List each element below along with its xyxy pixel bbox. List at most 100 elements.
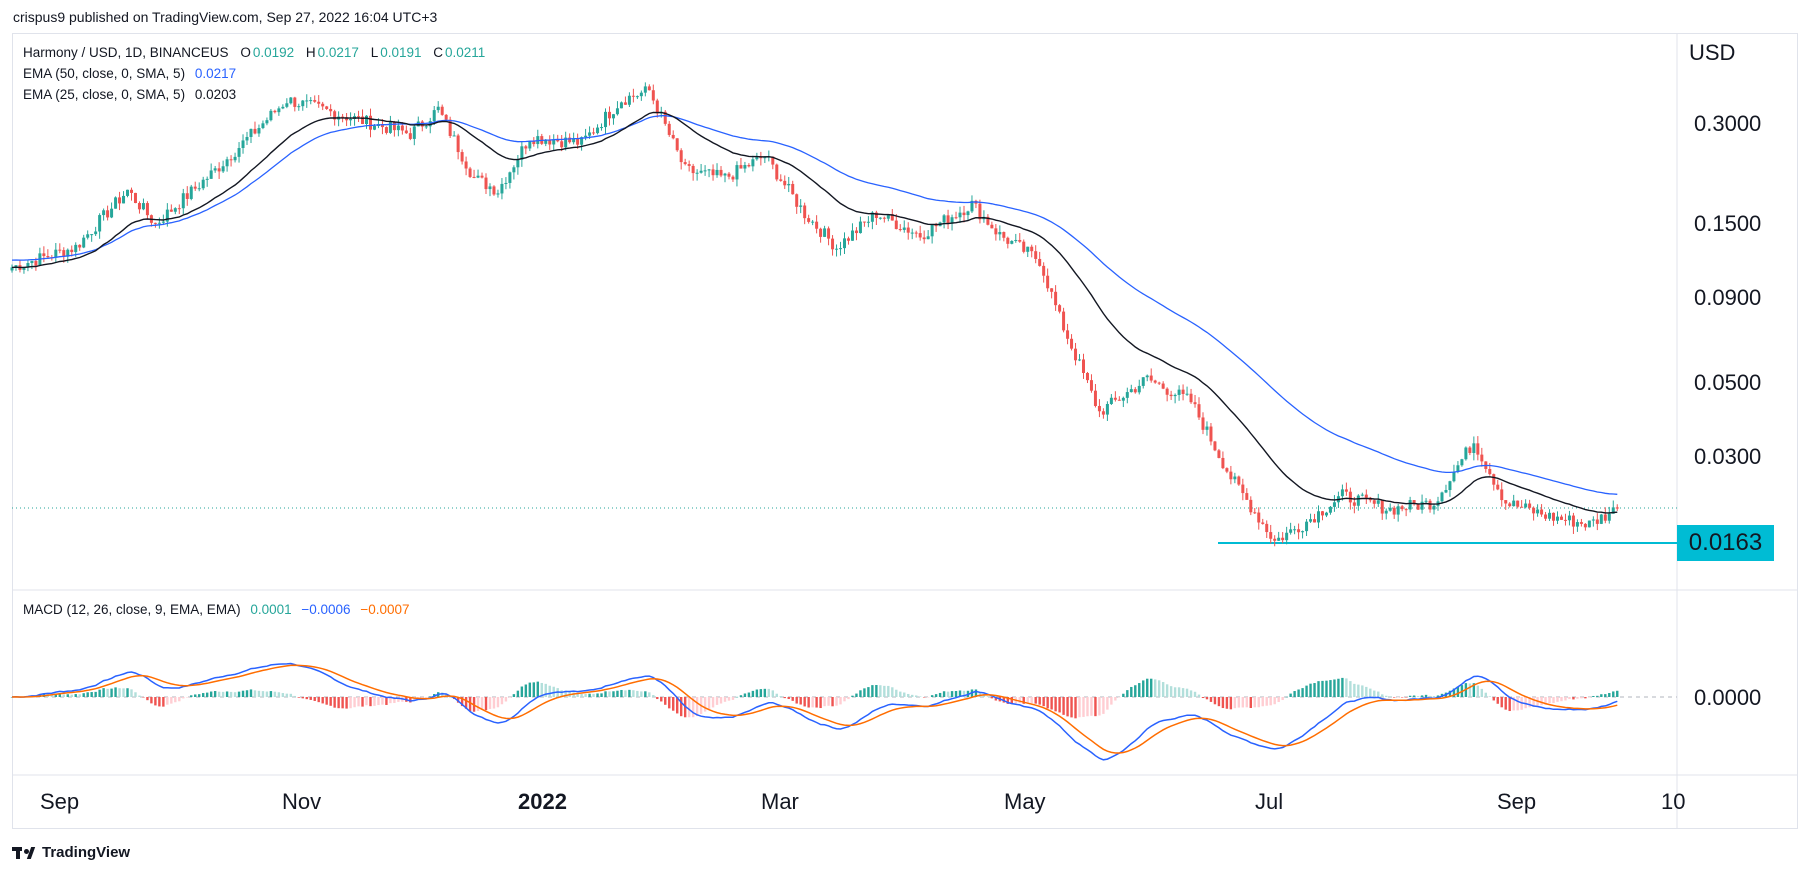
candle-body: [484, 177, 488, 190]
macd-histogram-bar: [751, 690, 755, 697]
macd-histogram-bar: [1010, 697, 1013, 704]
candle-body: [185, 193, 189, 199]
macd-histogram-bar: [958, 690, 962, 697]
candle-body: [1257, 512, 1261, 523]
candle-body: [309, 100, 313, 102]
candle-body: [803, 205, 807, 219]
candle-body: [1424, 500, 1428, 502]
candle-body: [1317, 511, 1321, 523]
candle-body: [281, 106, 285, 109]
candle-body: [691, 165, 695, 174]
candle-body: [66, 249, 70, 257]
candle-body: [1109, 397, 1113, 404]
macd-histogram-bar: [1496, 697, 1499, 704]
macd-histogram-bar: [201, 693, 205, 697]
macd-histogram-bar: [90, 692, 93, 697]
candle-body: [663, 111, 667, 124]
candle-body: [1018, 239, 1022, 242]
candle-body: [990, 224, 994, 229]
symbol-legend[interactable]: Harmony / USD, 1D, BINANCEUS O 0.0192 H 0.…: [23, 45, 485, 60]
time-tick: May: [1004, 789, 1046, 814]
candle-body: [1034, 251, 1038, 259]
macd-histogram-bar: [301, 697, 304, 699]
candle-body: [1544, 514, 1548, 519]
macd-histogram-bar: [711, 697, 715, 708]
candle-body: [723, 173, 727, 176]
macd-histogram-bar: [353, 697, 356, 708]
candle-body: [233, 156, 237, 161]
currency-label[interactable]: USD: [1689, 40, 1736, 65]
candle-body: [874, 212, 878, 219]
candle-body: [556, 139, 560, 142]
macd-histogram-bar: [791, 697, 794, 701]
macd-histogram-bar: [82, 693, 85, 697]
macd-histogram-bar: [1273, 697, 1276, 705]
ema25-legend[interactable]: EMA (25, close, 0, SMA, 5) 0.0203: [23, 87, 236, 102]
macd-histogram-bar: [381, 697, 384, 705]
macd-value: −0.0006: [301, 602, 351, 617]
candle-body: [978, 203, 982, 220]
candle-body: [1380, 500, 1384, 514]
macd-histogram-bar: [946, 691, 950, 697]
candle-body: [289, 97, 293, 104]
macd-histogram-bar: [1122, 693, 1125, 697]
macd-histogram-bar: [261, 691, 265, 697]
candle-body: [1492, 474, 1496, 485]
macd-histogram-bar: [1066, 697, 1069, 717]
macd-histogram-bar: [664, 697, 667, 705]
candle-body: [1046, 275, 1050, 289]
macd-histogram-bar: [492, 697, 496, 709]
macd-histogram-bar: [349, 697, 352, 709]
macd-histogram-bar: [831, 697, 834, 707]
candle-body: [1181, 389, 1185, 394]
candle-body: [1611, 507, 1615, 514]
macd-histogram-bar: [1046, 697, 1049, 709]
macd-histogram-bar: [389, 697, 392, 704]
candle-body: [1388, 507, 1392, 511]
macd-histogram-bar: [488, 697, 492, 709]
candle-body: [1265, 523, 1269, 533]
macd-histogram-bar: [660, 697, 663, 702]
macd-histogram-bar: [456, 697, 460, 703]
candle-body: [1277, 537, 1281, 541]
ema50-legend[interactable]: EMA (50, close, 0, SMA, 5) 0.0217: [23, 66, 236, 81]
macd-histogram-bar: [867, 687, 870, 697]
macd-histogram-bar: [444, 693, 448, 697]
candle-body: [1081, 359, 1085, 373]
candle-body: [1297, 529, 1301, 533]
candle-body: [1360, 494, 1364, 496]
candle-body: [1117, 399, 1121, 401]
macd-histogram-bar: [281, 693, 285, 697]
candle-body: [846, 238, 850, 241]
candle-body: [839, 248, 843, 250]
candle-body: [1062, 311, 1066, 331]
candle-body: [1070, 338, 1074, 349]
candle-body: [1101, 411, 1105, 415]
macd-histogram-bar: [289, 693, 293, 697]
macd-histogram-bar: [787, 697, 790, 700]
candle-body: [1313, 519, 1317, 523]
macd-histogram-bar: [253, 690, 257, 697]
candle-body: [882, 217, 886, 219]
macd-histogram-bar: [1146, 678, 1149, 697]
macd-histogram-bar: [899, 691, 902, 697]
macd-histogram-bar: [1209, 697, 1213, 702]
macd-histogram-bar: [1544, 697, 1547, 705]
candle-body: [1233, 476, 1237, 480]
candle-body: [157, 222, 161, 224]
macd-histogram-bar: [536, 681, 539, 697]
ohlc-low-key: L: [370, 45, 379, 60]
candle-body: [1193, 402, 1197, 405]
chart-frame[interactable]: [12, 33, 1798, 829]
tradingview-branding[interactable]: TradingView: [12, 841, 130, 863]
macd-legend[interactable]: MACD (12, 26, close, 9, EMA, EMA) 0.0001…: [23, 602, 410, 617]
candle-body: [1022, 241, 1026, 252]
candle-body: [647, 86, 651, 91]
candle-body: [699, 170, 703, 173]
macd-histogram-bar: [767, 688, 771, 697]
candle-body: [1237, 476, 1241, 485]
macd-histogram-bar: [1508, 697, 1511, 712]
candle-body: [1448, 481, 1452, 491]
macd-histogram-bar: [1249, 697, 1252, 708]
